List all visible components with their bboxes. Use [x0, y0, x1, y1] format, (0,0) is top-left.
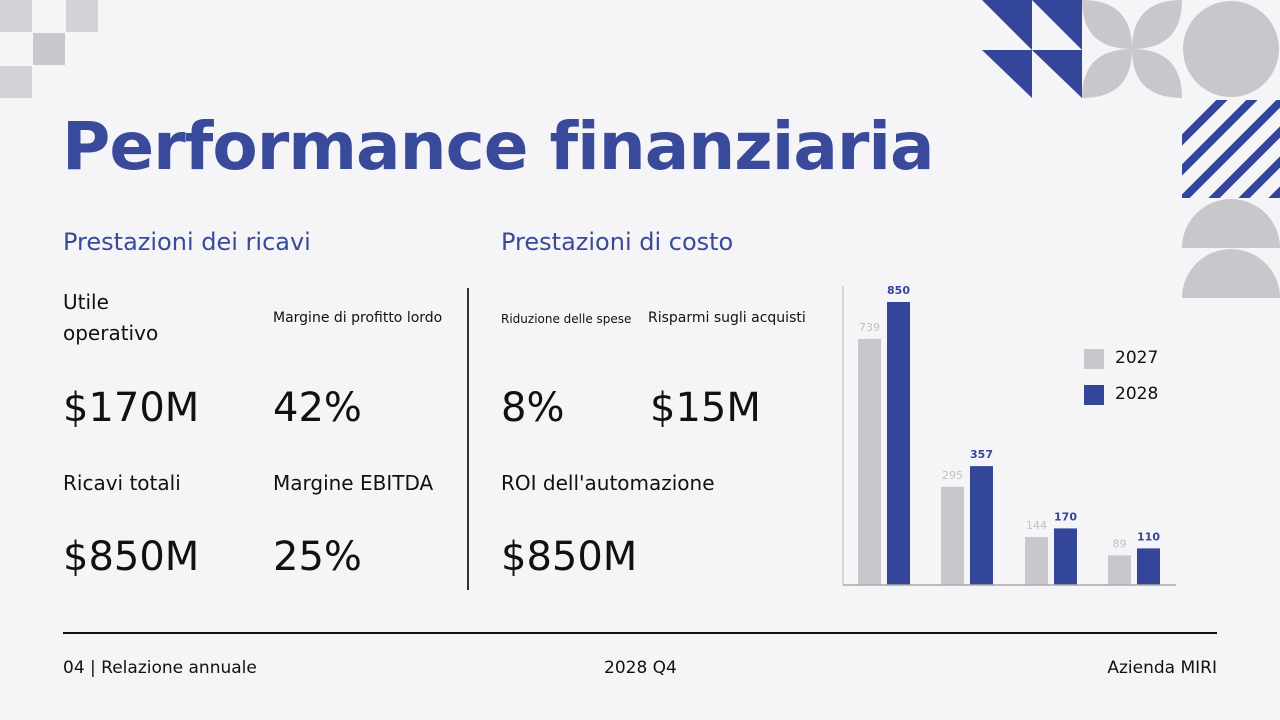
total-revenue-value: $850M: [63, 534, 200, 580]
footer-report-label: 04 | Relazione annuale: [63, 658, 257, 678]
legend-label-2028: 2028: [1115, 384, 1159, 404]
footer-company: Azienda MIRI: [1107, 658, 1217, 678]
expense-reduction-value: 8%: [501, 385, 565, 431]
automation-roi-value: $850M: [501, 534, 638, 580]
ebitda-margin-value: 25%: [273, 534, 362, 580]
data-label-2027-4: 89: [1113, 537, 1127, 550]
footer-divider: [63, 632, 1217, 634]
bar-2028-2: [970, 466, 993, 585]
data-label-2027-2: 295: [942, 469, 963, 482]
operating-income-value: $170M: [63, 385, 200, 431]
legend-label-2027: 2027: [1115, 348, 1159, 368]
bar-2027-1: [858, 338, 881, 585]
bar-2028-3: [1054, 528, 1077, 585]
bar-2027-3: [1025, 537, 1048, 585]
purchase-savings-label: Risparmi sugli acquisti: [648, 310, 806, 326]
expense-reduction-label: Riduzione delle spese: [501, 312, 632, 326]
page-title: Performance finanziaria: [62, 108, 935, 185]
ebitda-margin-label: Margine EBITDA: [273, 471, 434, 495]
gross-margin-value: 42%: [273, 385, 362, 431]
legend-swatch-2028: [1084, 385, 1104, 405]
revenue-section-heading: Prestazioni dei ricavi: [63, 228, 311, 256]
bar-2027-4: [1108, 555, 1131, 585]
bar-2028-4: [1137, 548, 1160, 585]
operating-income-label: Utile operativo: [63, 290, 159, 345]
footer-period: 2028 Q4: [604, 658, 677, 678]
cost-section-heading: Prestazioni di costo: [501, 228, 734, 256]
data-label-2028-2: 357: [970, 448, 993, 461]
bar-2028-1: [887, 302, 910, 585]
data-label-2028-3: 170: [1054, 510, 1077, 523]
data-label-2028-1: 850: [887, 284, 910, 297]
automation-roi-label: ROI dell'automazione: [501, 471, 715, 495]
data-label-2027-3: 144: [1026, 519, 1047, 532]
legend-swatch-2027: [1084, 349, 1104, 369]
total-revenue-label: Ricavi totali: [63, 471, 181, 495]
section-divider: [467, 288, 469, 590]
purchase-savings-value: $15M: [650, 385, 761, 431]
data-label-2027-1: 739: [859, 321, 880, 334]
decor-pattern-top-right: [982, 0, 1280, 298]
gross-margin-label: Margine di profitto lordo: [273, 310, 443, 326]
bar-chart: 739 295 144 89 850 357 170 110: [842, 284, 1176, 586]
data-label-2028-4: 110: [1137, 530, 1160, 543]
decor-squares-top-left: [0, 0, 98, 98]
bar-2027-2: [941, 486, 964, 585]
